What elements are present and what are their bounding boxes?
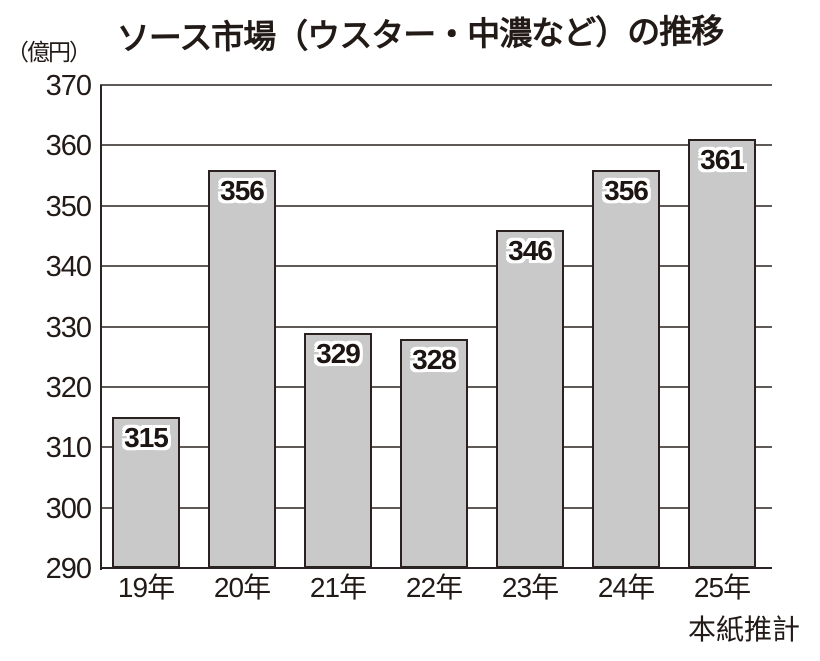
bar-23年: 346 <box>496 229 564 568</box>
gridline-330 <box>100 325 772 328</box>
y-tick-label-290: 290 <box>45 553 92 585</box>
x-tick-label-21年: 21年 <box>309 572 367 603</box>
bar-value-label: 315 <box>124 422 169 454</box>
y-tick-label-310: 310 <box>45 432 92 465</box>
x-tick-label-22年: 22年 <box>405 572 463 603</box>
y-tick-label-360: 360 <box>45 130 92 163</box>
gridline-350 <box>100 204 772 207</box>
x-tick-label-19年: 19年 <box>117 572 175 603</box>
bar-value-label: 346 <box>508 234 553 266</box>
bar-19年: 315 <box>112 417 180 568</box>
bar-value-label: 329 <box>316 337 361 369</box>
gridline-340 <box>100 265 772 268</box>
bar-20年: 356 <box>208 169 276 568</box>
bar-21年: 329 <box>304 332 372 568</box>
y-tick-label-320: 320 <box>45 371 92 404</box>
bar-value-label: 361 <box>700 144 745 176</box>
bar-value-label: 356 <box>604 174 649 206</box>
bar-25年: 361 <box>688 139 756 568</box>
gridline-360 <box>100 144 772 147</box>
y-tick-label-350: 350 <box>45 190 92 223</box>
y-tick-label-330: 330 <box>45 311 92 344</box>
chart-title: ソース市場（ウスター・中濃など）の推移 <box>116 12 724 57</box>
estimate-footnote: 本紙推計 <box>688 614 801 645</box>
y-tick-label-370: 370 <box>45 70 92 102</box>
plot-area: 315 356 329 328 346 356 361 <box>100 84 772 569</box>
bar-22年: 328 <box>400 338 468 568</box>
y-axis-line <box>100 85 102 570</box>
x-tick-label-23年: 23年 <box>501 572 559 603</box>
x-tick-label-25年: 25年 <box>693 572 751 603</box>
x-tick-label-24年: 24年 <box>597 572 655 603</box>
x-tick-label-20年: 20年 <box>213 572 271 603</box>
y-tick-label-300: 300 <box>45 492 92 525</box>
bar-24年: 356 <box>592 169 660 568</box>
gridline-290 <box>100 567 772 569</box>
y-axis-unit-label: （億円） <box>6 39 92 65</box>
gridline-370 <box>100 84 772 86</box>
y-tick-label-340: 340 <box>45 251 92 284</box>
bar-value-label: 356 <box>220 174 265 206</box>
bar-value-label: 328 <box>412 343 457 375</box>
